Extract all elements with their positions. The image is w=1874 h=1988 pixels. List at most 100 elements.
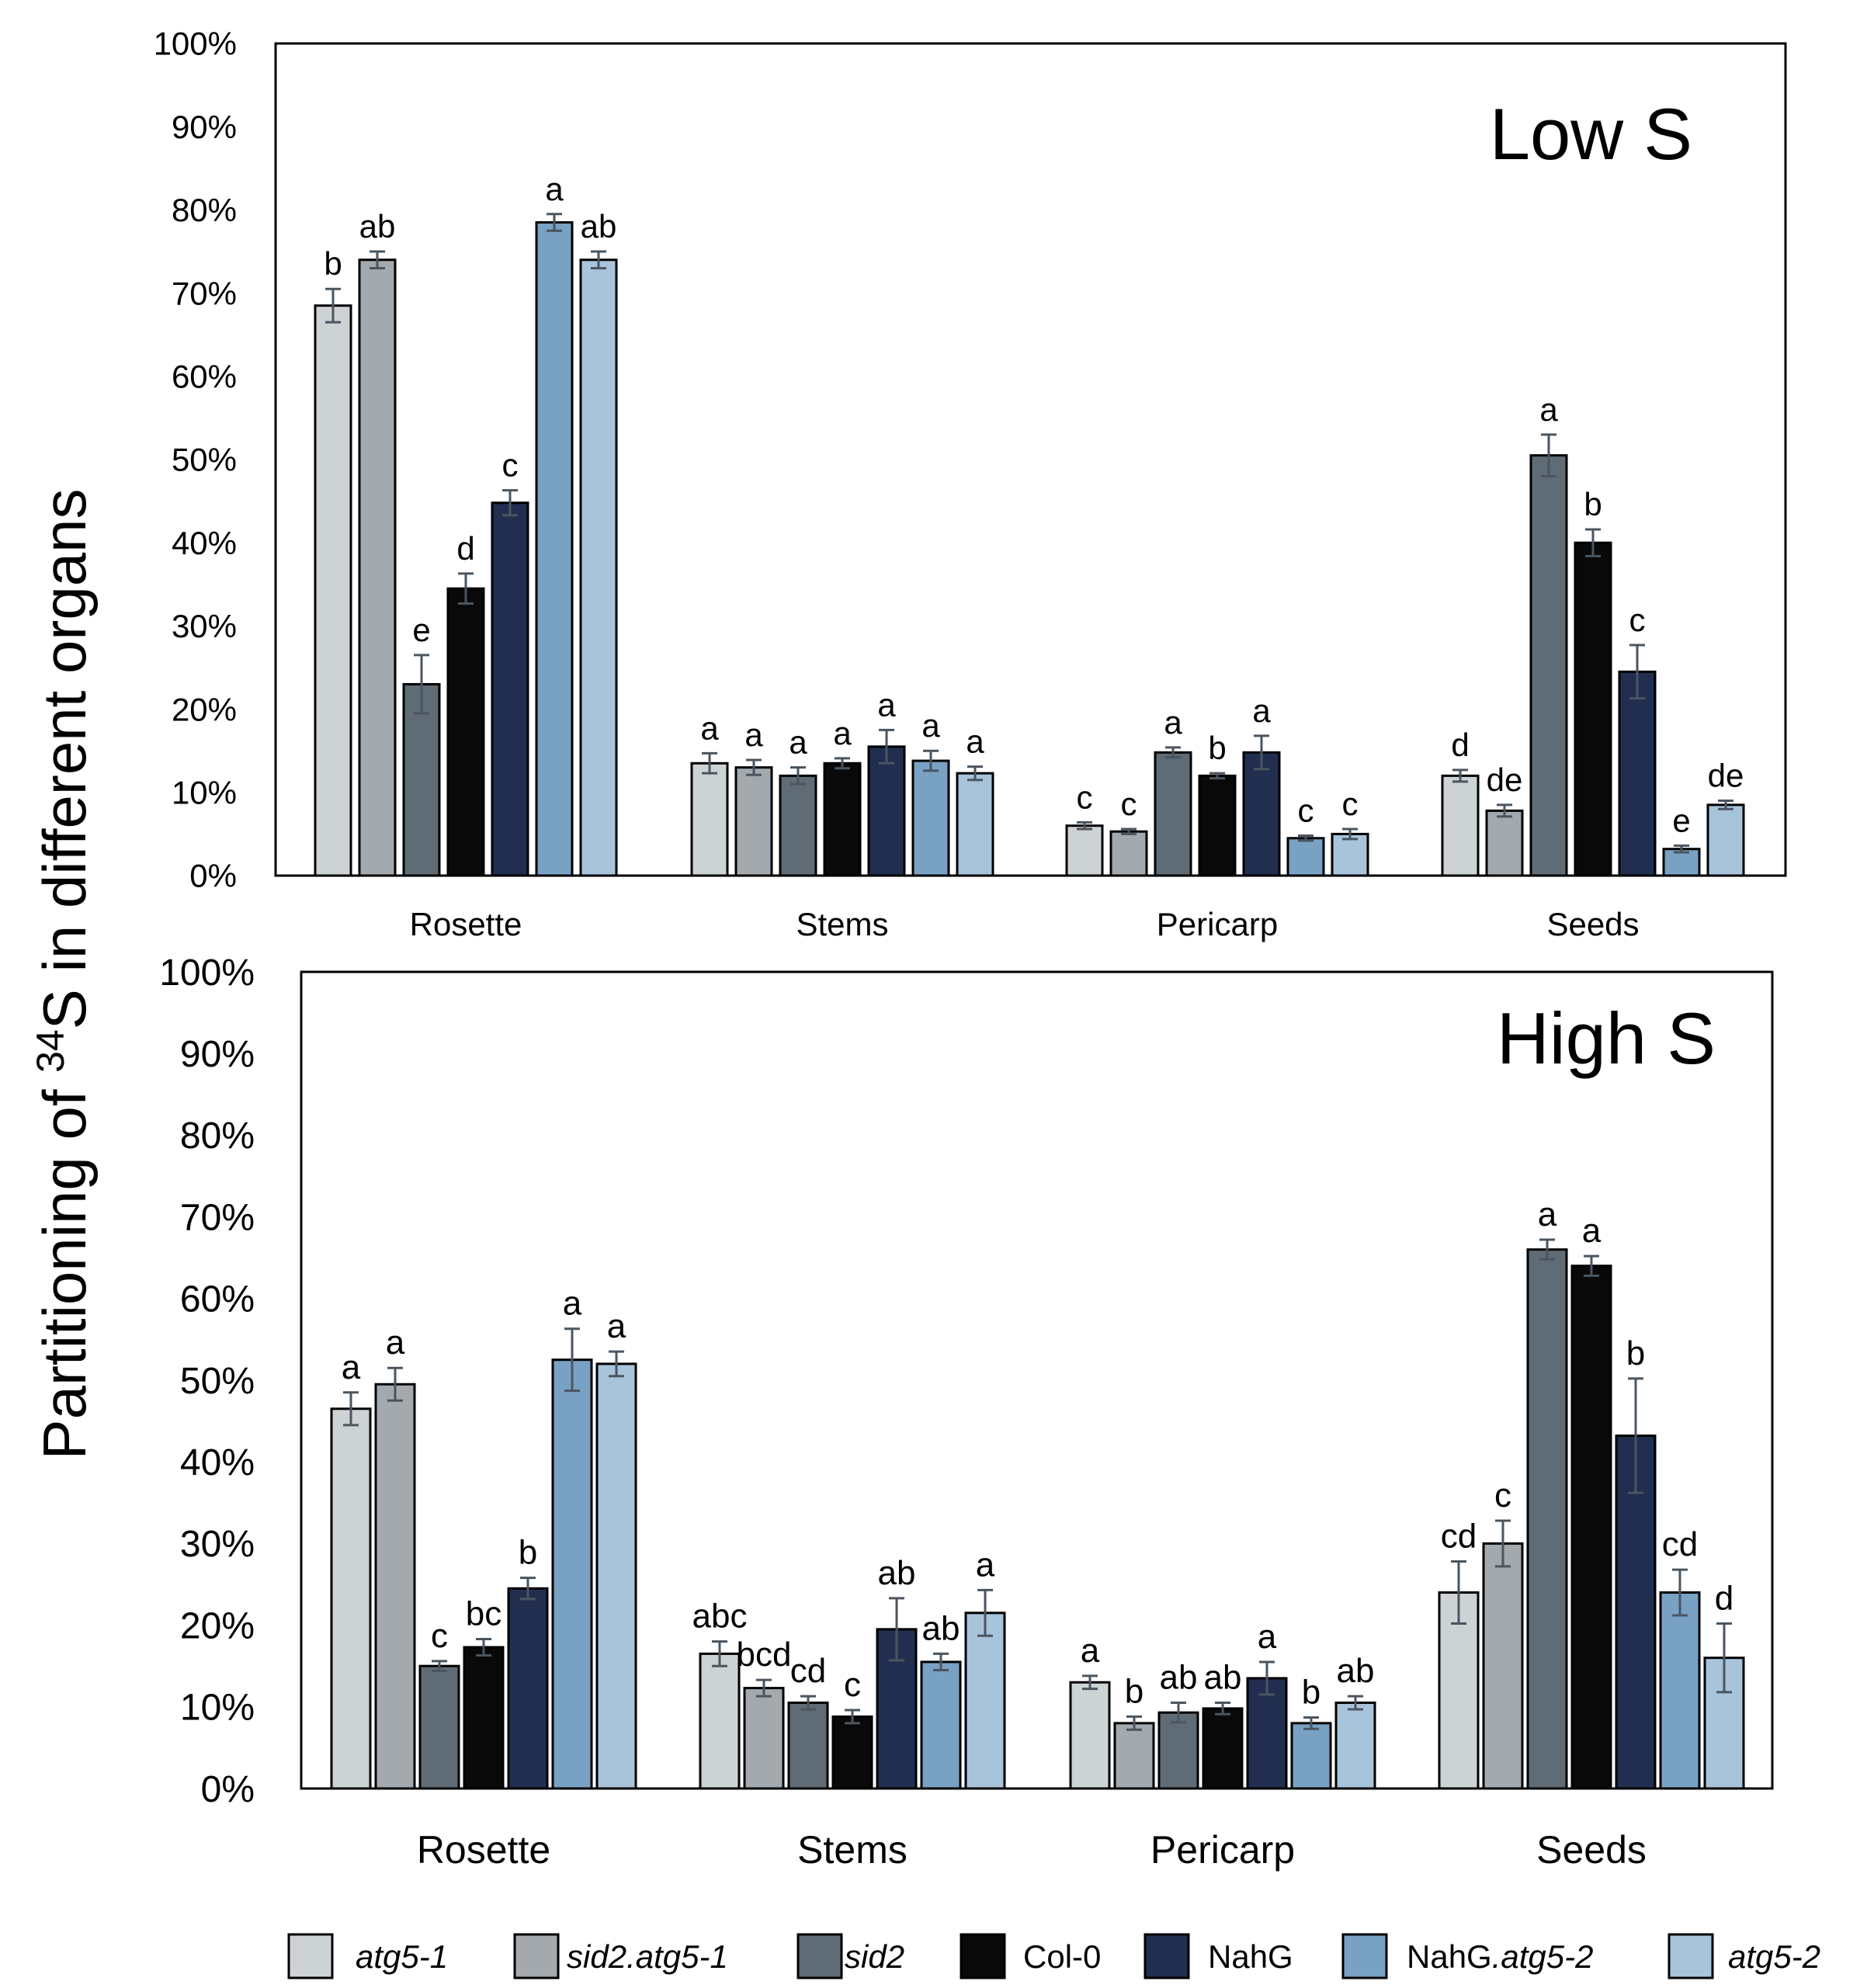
error-bar — [712, 1640, 727, 1667]
error-bar — [746, 758, 762, 776]
plot-frame — [300, 970, 1774, 1790]
error-bar — [889, 1597, 904, 1662]
error-bar — [325, 287, 341, 324]
significance-label: bc — [466, 1594, 501, 1632]
bar — [535, 220, 574, 877]
legend-swatch — [1143, 1933, 1190, 1979]
error-bar — [1585, 528, 1601, 557]
error-bar — [476, 1637, 491, 1657]
bar — [330, 1407, 372, 1790]
significance-label: a — [976, 1546, 995, 1584]
error-bar — [432, 1660, 447, 1673]
error-bar — [1165, 746, 1181, 759]
legend-label: sid2 — [845, 1938, 904, 1975]
error-bar — [609, 1350, 624, 1378]
legend-label: NahG.atg5-2 — [1407, 1938, 1593, 1975]
bar — [374, 1383, 416, 1790]
y-tick-label: 90% — [180, 1034, 255, 1075]
significance-label: ab — [581, 208, 617, 245]
bar — [1202, 1707, 1244, 1790]
y-tick-label: 60% — [180, 1279, 255, 1320]
y-tick-label: 10% — [172, 775, 237, 811]
error-bar — [370, 250, 385, 269]
bar — [595, 1362, 637, 1790]
bar — [956, 772, 994, 877]
panel-title: Low S — [1490, 93, 1692, 175]
significance-label: b — [519, 1534, 537, 1572]
bar — [1574, 541, 1612, 877]
error-bar — [387, 1366, 403, 1402]
x-category-label: Seeds — [1546, 906, 1639, 942]
significance-label: a — [1539, 391, 1558, 428]
error-bar — [458, 572, 474, 605]
legend-label: Col-0 — [1023, 1938, 1101, 1975]
significance-label: ab — [1337, 1652, 1375, 1690]
error-bar — [1171, 1702, 1186, 1724]
significance-label: a — [607, 1307, 626, 1345]
bar — [579, 258, 618, 877]
error-bar — [547, 213, 562, 232]
error-bar — [835, 757, 850, 770]
significance-label: a — [1258, 1618, 1277, 1656]
bar — [1065, 824, 1104, 877]
error-bar — [1674, 844, 1689, 854]
significance-label: abc — [692, 1598, 748, 1636]
significance-label: c — [1121, 786, 1137, 822]
error-bar — [1348, 1695, 1363, 1711]
significance-label: b — [1208, 730, 1226, 766]
bar — [314, 304, 352, 877]
significance-label: ab — [1204, 1659, 1242, 1697]
significance-label: bcd — [737, 1636, 792, 1674]
bar — [1154, 751, 1192, 877]
y-tick-label: 20% — [180, 1605, 255, 1646]
legend-label: atg5-1 — [356, 1938, 448, 1975]
y-tick-label: 0% — [201, 1769, 255, 1810]
y-tick-label: 80% — [180, 1115, 255, 1157]
error-bar — [414, 654, 429, 715]
significance-label: b — [1125, 1672, 1143, 1710]
y-tick-label: 60% — [172, 359, 237, 395]
bar — [1659, 1591, 1701, 1790]
bar — [1290, 1722, 1332, 1790]
bar — [1331, 832, 1369, 877]
significance-label: cd — [790, 1652, 826, 1690]
bar — [743, 1687, 785, 1790]
bar — [1485, 809, 1524, 877]
legend-swatch — [1341, 1933, 1388, 1979]
bar — [418, 1664, 460, 1790]
error-bar — [1259, 1660, 1275, 1696]
x-category-label: Pericarp — [1150, 1828, 1295, 1872]
significance-label: cd — [1662, 1525, 1698, 1563]
bar — [1286, 837, 1325, 877]
legend-swatch — [513, 1933, 560, 1979]
significance-label: a — [877, 686, 896, 723]
significance-label: d — [1451, 727, 1469, 763]
significance-label: a — [744, 716, 763, 753]
legend-swatch — [287, 1933, 334, 1979]
significance-label: a — [1538, 1195, 1557, 1233]
bar — [1441, 774, 1480, 877]
bar — [358, 258, 397, 877]
significance-label: a — [1252, 692, 1271, 729]
bar — [507, 1587, 549, 1790]
x-category-label: Stems — [796, 906, 888, 942]
error-bar — [923, 749, 939, 772]
significance-label: c — [1298, 793, 1314, 829]
significance-label: de — [1487, 762, 1523, 798]
error-bar — [702, 751, 717, 775]
significance-label: c — [502, 447, 519, 484]
legend-swatch — [796, 1933, 843, 1979]
significance-label: a — [563, 1285, 582, 1323]
bar — [1529, 454, 1568, 877]
error-bar — [967, 765, 983, 782]
bar — [699, 1652, 741, 1790]
significance-label: a — [789, 724, 807, 761]
error-bar — [1077, 821, 1092, 831]
significance-label: c — [844, 1666, 861, 1704]
significance-label: e — [412, 612, 430, 648]
bar — [1662, 848, 1701, 877]
significance-label: cd — [1441, 1518, 1477, 1556]
significance-label: a — [1164, 704, 1182, 741]
x-category-label: Rosette — [417, 1828, 550, 1872]
error-bar — [879, 728, 894, 765]
